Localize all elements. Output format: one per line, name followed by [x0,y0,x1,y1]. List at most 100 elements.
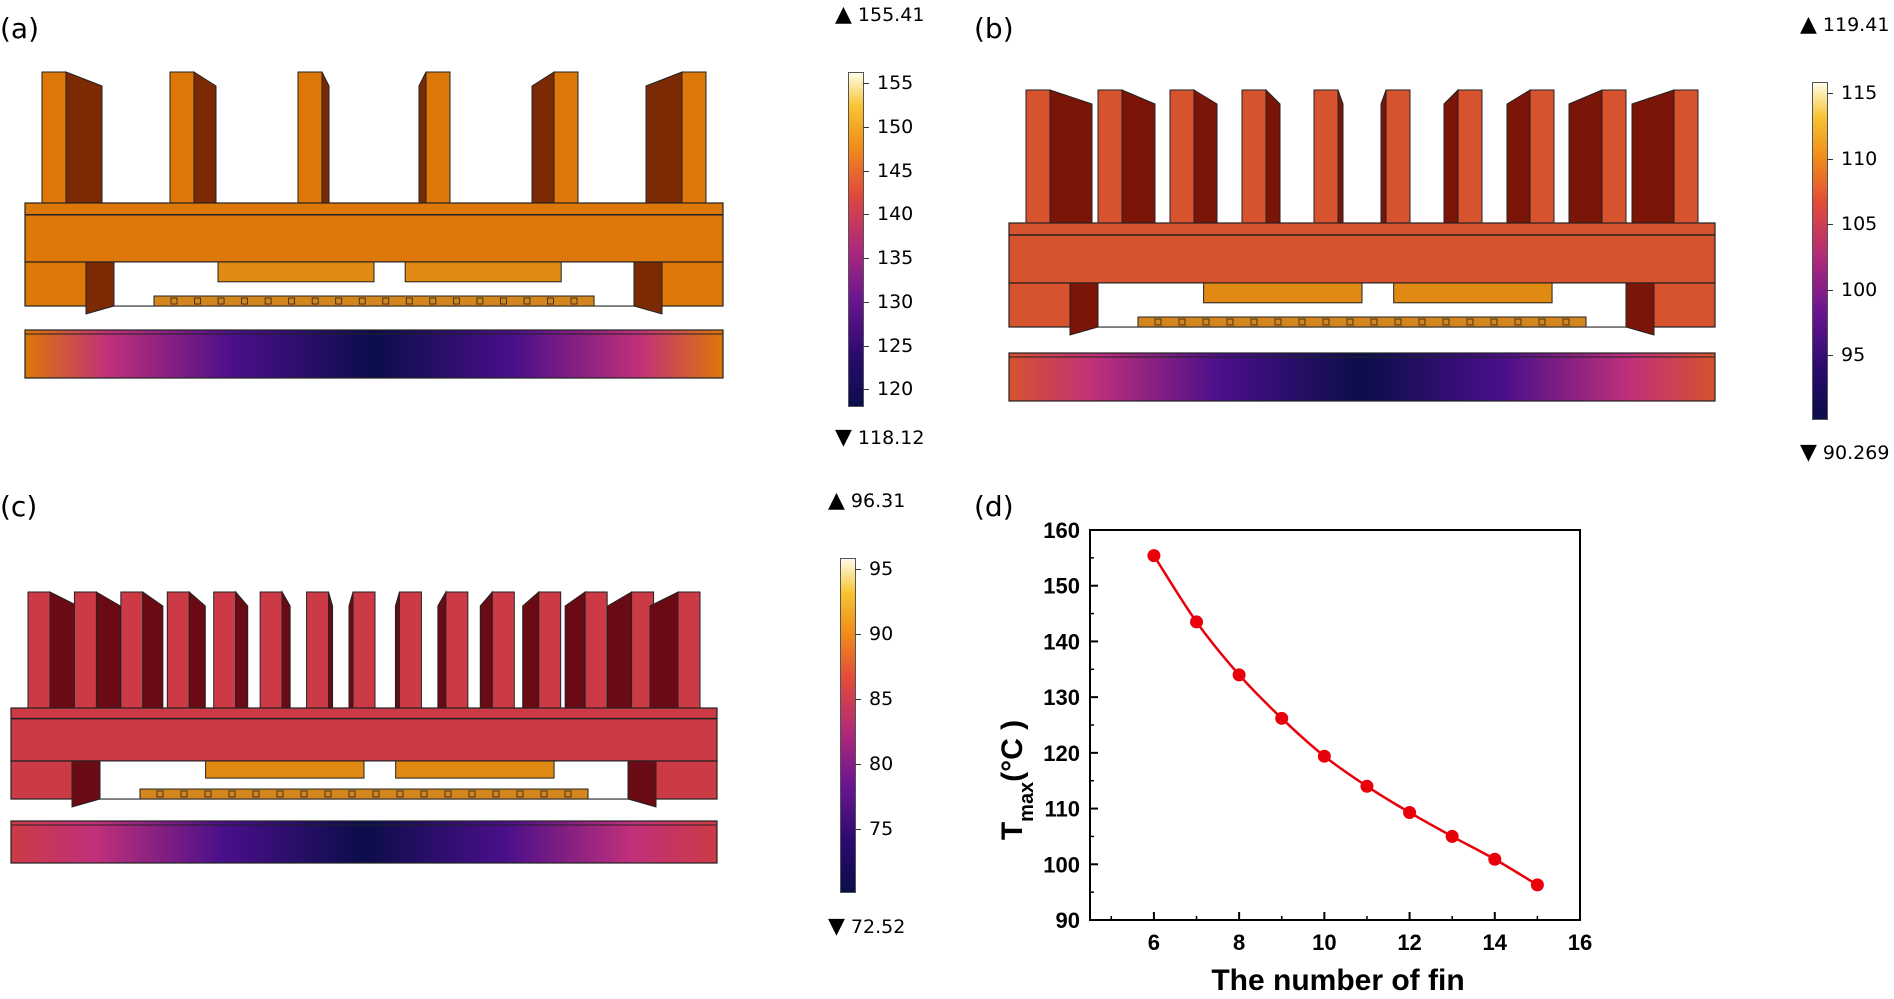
colorbar-tick [863,389,869,391]
panel-label-d: (d) [974,490,1014,523]
min-triangle-icon: ▼ [835,425,852,450]
colorbar-tick [1827,224,1833,226]
y-tick-label: 90 [1056,908,1080,933]
colorbar-tick-label: 140 [877,203,914,226]
heatsink-fin [1169,89,1218,224]
colorbar-tick [863,258,869,260]
colorbar-b: 115 110 105 100 95 [1812,82,1877,420]
data-point [1530,878,1544,892]
colorbar-tick [863,345,869,347]
y-axis-label-unit: (°C ) [996,720,1029,782]
x-tick-label: 12 [1397,930,1421,955]
y-tick-label: 130 [1043,685,1080,710]
data-point [1488,852,1502,866]
colorbar-tick [1827,355,1833,357]
heatsink-fin [1443,88,1483,224]
heatsink-render-b [1008,88,1716,402]
max-label: 96.31 [850,490,906,512]
heatsink-fin [120,591,164,709]
colorbar-tick [863,126,869,128]
colorbar-tick-label: 85 [869,687,894,710]
panel-label-c: (c) [0,490,38,523]
heatsink-fin [645,71,707,204]
heatsink-base [10,707,718,762]
heatsink-fin [522,590,562,709]
chip [395,760,555,779]
colorbar-tick-label: 115 [1841,82,1878,105]
y-tick-label: 160 [1043,518,1080,543]
heatsink-base [24,202,724,263]
data-point [1403,805,1417,819]
heatsink-bottom-plate [10,820,718,864]
colorbar-tick-label: 155 [877,71,914,94]
data-point [1190,615,1204,629]
heatsink-fin [41,71,103,204]
colorbar-tick [855,633,861,635]
heatsink-render-c [10,590,718,864]
heatsink-fin [1631,89,1699,224]
max-triangle-icon: ▲ [835,2,852,27]
chip [404,261,562,283]
max-value-b: ▲ 119.41 [1800,12,1889,37]
heatsink-fin [27,591,79,709]
heatsink-fin [1313,89,1344,224]
y-tick-label: 140 [1043,629,1080,654]
colorbar-tick-label: 90 [869,622,894,645]
min-label: 118.12 [857,427,925,449]
colorbar-tick-label: 120 [877,378,914,401]
panel-label-a: (a) [0,12,40,45]
colorbar-c: 95 90 85 80 75 [840,558,893,893]
y-axis-label-sub: max [1016,782,1038,822]
heatsink-fin [1380,89,1411,224]
y-tick-label: 120 [1043,741,1080,766]
colorbar-tick [855,828,861,830]
colorbar-tick-label: 105 [1841,213,1878,236]
max-value-a: ▲ 155.41 [835,2,924,27]
colorbar-tick [1827,289,1833,291]
data-point [1147,549,1161,563]
min-value-a: ▼ 118.12 [835,425,924,450]
x-tick-label: 16 [1568,930,1592,955]
min-label: 72.52 [850,916,906,938]
x-tick-label: 14 [1483,930,1508,955]
heatsink-fin [306,591,334,709]
data-point [1445,829,1459,843]
min-value-c: ▼ 72.52 [828,914,905,939]
y-tick-label: 110 [1045,797,1081,822]
colorbar-tick [863,170,869,172]
colorbar-tick-label: 125 [877,334,914,357]
max-triangle-icon: ▲ [1800,12,1817,37]
heatsink-fin [418,71,451,204]
heatsink-fin [169,71,217,204]
colorbar-tick [855,763,861,765]
heatsink-fin [394,591,422,709]
heatsink-fin [437,590,469,709]
max-triangle-icon: ▲ [828,488,845,513]
colorbar-tick-label: 110 [1841,147,1878,170]
colorbar-tick-label: 95 [869,557,894,580]
heatsink-bottom-plate [24,329,724,379]
heatsink-fin [1241,88,1281,224]
y-axis-label: Tmax(°C ) [996,720,1038,840]
colorbar-tick [1827,158,1833,160]
chip [205,760,365,779]
colorbar-tick [855,568,861,570]
tmax-vs-fins-chart: Tmax(°C ) The number of fin 6 8 10 12 14 16 90… [996,518,1592,997]
min-value-b: ▼ 90.269 [1800,440,1889,465]
max-value-c: ▲ 96.31 [828,488,905,513]
colorbar-tick-label: 95 [1841,344,1866,367]
colorbar-tick [1827,93,1833,95]
x-tick-label: 8 [1233,930,1245,955]
x-tick-label: 6 [1148,930,1160,955]
y-tick-label: 100 [1043,852,1080,877]
colorbar-tick-label: 75 [869,817,894,840]
heatsink-fin [213,590,249,709]
heatsink-fin [166,590,206,709]
chip [1203,282,1363,304]
chip [217,261,375,283]
colorbar-tick [863,214,869,216]
heatsink-base [1008,222,1716,284]
plot-frame [1089,529,1581,921]
heatsink-fin [564,591,608,709]
y-axis-label-main: T [996,822,1029,840]
